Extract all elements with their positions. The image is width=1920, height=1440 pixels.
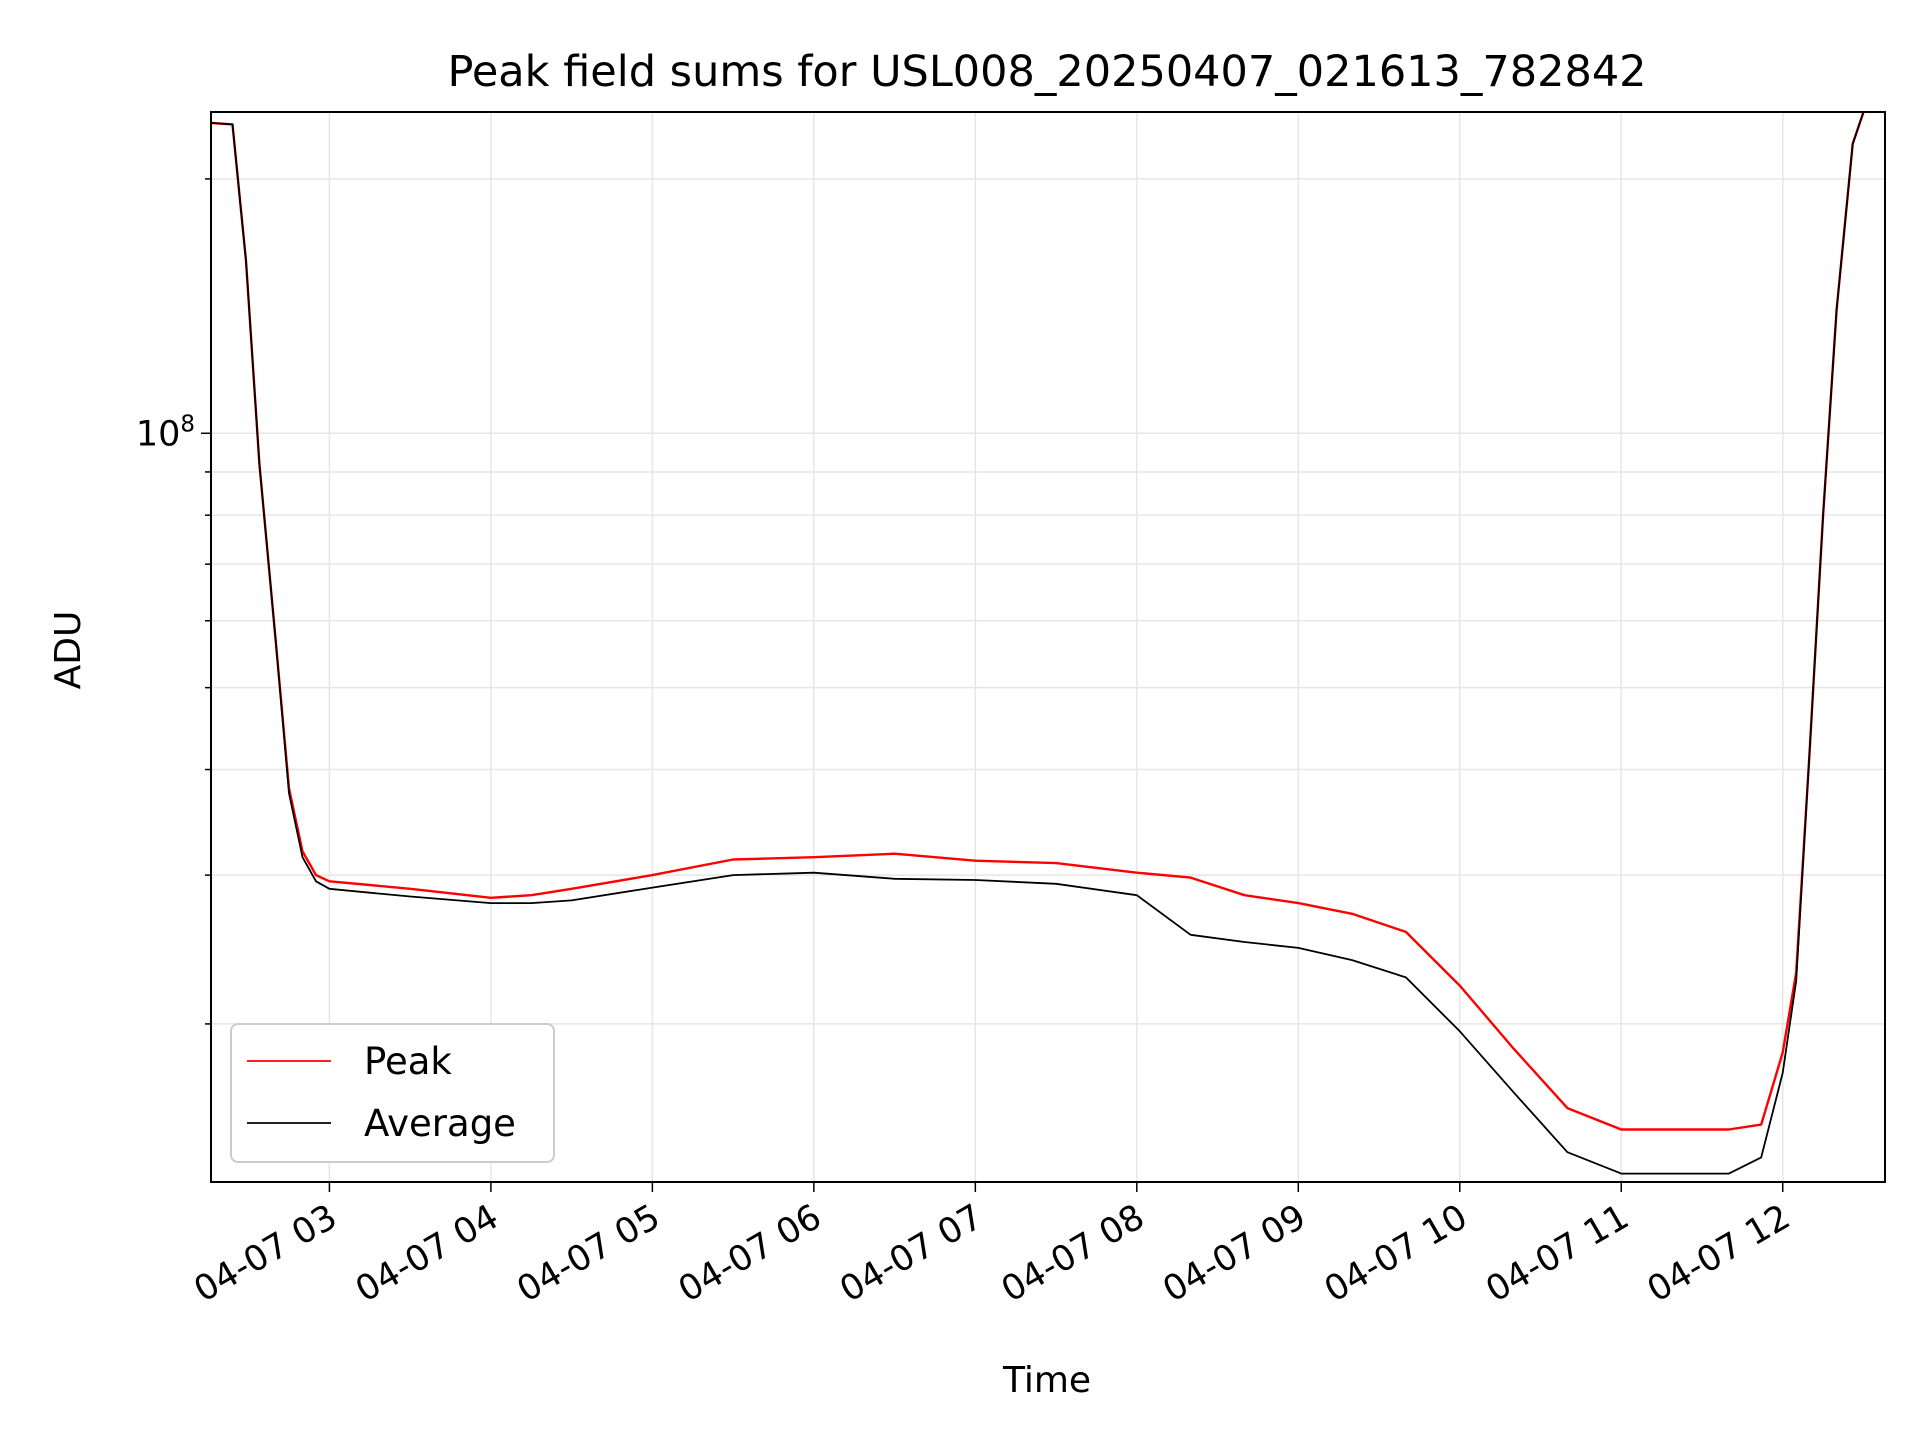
legend-box xyxy=(230,1023,555,1163)
chart-title: Peak field sums for USL008_20250407_0216… xyxy=(447,47,1646,97)
plot-area-frame xyxy=(210,111,1886,1183)
y-axis-label: ADU xyxy=(48,611,89,690)
series-line-peak xyxy=(210,111,1865,1131)
series-layer xyxy=(210,111,1865,1175)
legend: Peak Average xyxy=(230,1023,555,1163)
legend-label-peak: Peak xyxy=(364,1040,452,1083)
series-line-average xyxy=(210,111,1865,1175)
legend-label-average: Average xyxy=(364,1102,516,1145)
grid xyxy=(211,112,1885,1182)
x-axis-label: Time xyxy=(1002,1360,1091,1401)
